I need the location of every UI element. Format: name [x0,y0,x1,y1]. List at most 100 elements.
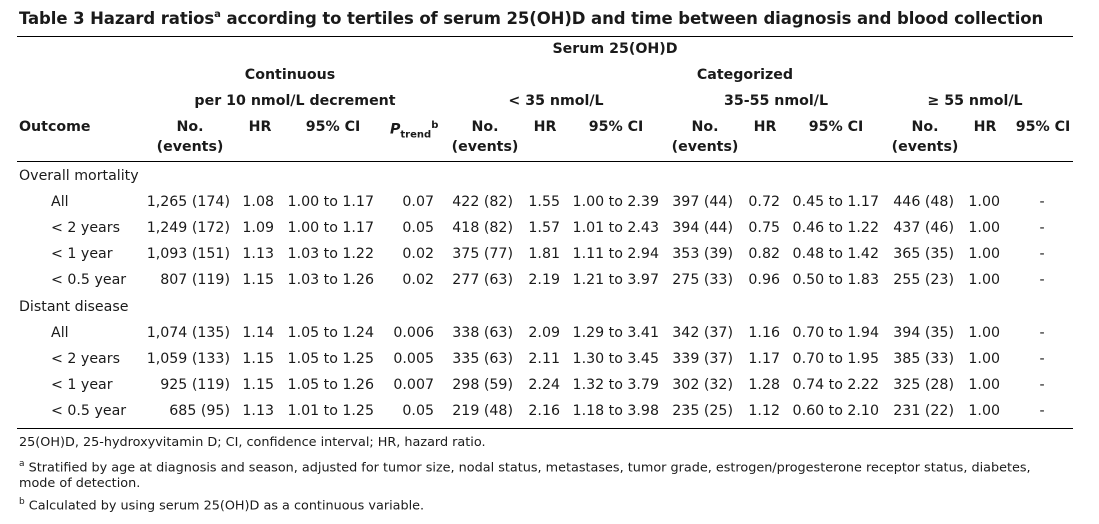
header-cont-hr: HR [248,119,272,135]
header-cont-events: (events) [156,139,224,155]
cell-mid-no: 275 (33) [672,272,733,288]
cell-lt35-ci: 1.11 to 2.94 [572,246,659,262]
header-ge55-events: (events) [891,139,959,155]
cell-cont-ci: 1.00 to 1.17 [287,194,374,210]
cell-cont-no: 807 (119) [160,272,230,288]
cell-cont-ci: 1.03 to 1.22 [287,246,374,262]
cell-ge55-no: 365 (35) [893,246,954,262]
cell-ge55-no: 325 (28) [893,377,954,393]
cell-mid-no: 397 (44) [672,194,733,210]
cell-ge55-ci: - [1039,194,1045,210]
cell-ge55-hr: 1.00 [968,272,1000,288]
cell-ge55-ci: - [1039,220,1045,236]
cell-ptrend: 0.02 [402,246,434,262]
cell-mid-ci: 0.48 to 1.42 [792,246,879,262]
cell-lt35-ci: 1.18 to 3.98 [572,403,659,419]
cell-ge55-no: 231 (22) [893,403,954,419]
cell-lt35-no: 422 (82) [452,194,513,210]
cell-ge55-ci: - [1039,403,1045,419]
cell-ge55-ci: - [1039,272,1045,288]
cell-cont-no: 685 (95) [169,403,230,419]
cell-cont-no: 1,249 (172) [146,220,230,236]
cell-cont-hr: 1.15 [242,351,274,367]
cell-mid-ci: 0.70 to 1.94 [792,325,879,341]
cell-lt35-no: 335 (63) [452,351,513,367]
cell-lt35-no: 277 (63) [452,272,513,288]
cell-mid-hr: 1.17 [748,351,780,367]
cell-mid-ci: 0.46 to 1.22 [792,220,879,236]
cell-cont-no: 925 (119) [160,377,230,393]
cell-ptrend: 0.007 [393,377,434,393]
header-mid-hr: HR [753,119,777,135]
cell-lt35-hr: 2.11 [528,351,560,367]
cell-lt35-no: 298 (59) [452,377,513,393]
cell-cont-hr: 1.15 [242,377,274,393]
cell-mid-ci: 0.50 to 1.83 [792,272,879,288]
cell-lt35-ci: 1.00 to 2.39 [572,194,659,210]
cell-ge55-ci: - [1039,246,1045,262]
cell-lt35-hr: 1.57 [528,220,560,236]
cell-mid-no: 394 (44) [672,220,733,236]
cell-cont-hr: 1.13 [242,403,274,419]
header-mid: 35-55 nmol/L [723,93,829,109]
cell-ge55-hr: 1.00 [968,246,1000,262]
cell-cont-hr: 1.13 [242,246,274,262]
group-label-overall: Overall mortality [19,168,139,184]
cell-ptrend: 0.07 [402,194,434,210]
cell-mid-ci: 0.70 to 1.95 [792,351,879,367]
cell-ge55-hr: 1.00 [968,220,1000,236]
header-ge55-ci: 95% CI [1015,119,1071,135]
header-cont-ci: 95% CI [305,119,361,135]
cell-mid-no: 353 (39) [672,246,733,262]
cell-lt35-no: 418 (82) [452,220,513,236]
cell-lt35-ci: 1.21 to 3.97 [572,272,659,288]
cell-ge55-hr: 1.00 [968,377,1000,393]
cell-cont-ci: 1.05 to 1.25 [287,351,374,367]
header-outcome: Outcome [19,119,91,135]
cell-cont-ci: 1.05 to 1.26 [287,377,374,393]
cell-mid-no: 339 (37) [672,351,733,367]
footnote-b: b Calculated by using serum 25(OH)D as a… [19,497,425,514]
cell-lt35-no: 338 (63) [452,325,513,341]
header-continuous: Continuous [244,67,336,83]
header-serum: Serum 25(OH)D [552,41,678,57]
header-lt35-events: (events) [451,139,519,155]
cell-ptrend: 0.02 [402,272,434,288]
cell-mid-ci: 0.45 to 1.17 [792,194,879,210]
cell-cont-ci: 1.00 to 1.17 [287,220,374,236]
header-categorized: Categorized [696,67,794,83]
cell-lt35-hr: 1.55 [528,194,560,210]
cell-ge55-hr: 1.00 [968,403,1000,419]
cell-mid-ci: 0.74 to 2.22 [792,377,879,393]
row-label: < 1 year [51,377,113,393]
header-ge55-no: No. [911,119,939,135]
cell-lt35-hr: 2.24 [528,377,560,393]
cell-ge55-ci: - [1039,325,1045,341]
row-label: < 0.5 year [51,403,127,419]
cell-mid-hr: 0.82 [748,246,780,262]
header-ge55-hr: HR [973,119,997,135]
cell-mid-hr: 0.96 [748,272,780,288]
header-lt35: < 35 nmol/L [508,93,604,109]
header-ge55: ≥ 55 nmol/L [927,93,1023,109]
cell-lt35-hr: 1.81 [528,246,560,262]
footnote-a: a Stratified by age at diagnosis and sea… [19,459,1031,492]
row-label: < 2 years [51,351,120,367]
cell-cont-ci: 1.05 to 1.24 [287,325,374,341]
cell-ptrend: 0.005 [393,351,434,367]
header-lt35-hr: HR [533,119,557,135]
header-per10: per 10 nmol/L decrement [194,93,396,109]
row-label: All [51,194,69,210]
cell-ge55-ci: - [1039,377,1045,393]
footnote-abbreviations: 25(OH)D, 25-hydroxyvitamin D; CI, confid… [19,435,486,450]
header-ptrend: Ptrendb [390,120,439,141]
header-rule [17,161,1073,162]
cell-lt35-ci: 1.01 to 2.43 [572,220,659,236]
table-title: Table 3 Hazard ratiosa according to tert… [19,8,1044,29]
header-mid-no: No. [691,119,719,135]
cell-cont-no: 1,074 (135) [146,325,230,341]
cell-ge55-ci: - [1039,351,1045,367]
cell-lt35-hr: 2.19 [528,272,560,288]
cell-lt35-hr: 2.16 [528,403,560,419]
